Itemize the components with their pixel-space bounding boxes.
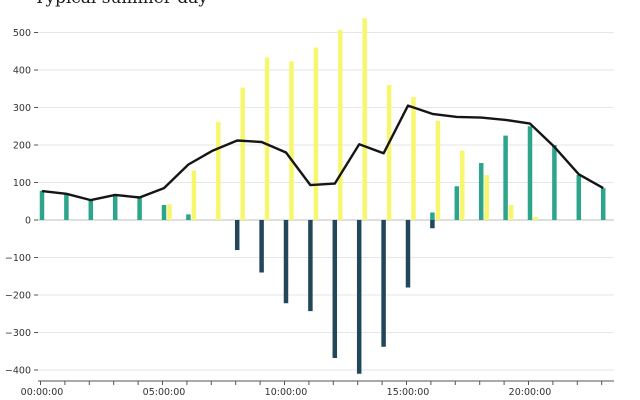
bar-series-3 — [259, 220, 264, 273]
bar-series-1 — [64, 194, 69, 220]
y-tick-label: −400 — [5, 366, 31, 377]
y-tick-label: 0 — [25, 216, 31, 227]
y-tick-label: 100 — [13, 178, 31, 189]
x-tick-label: 15:00:00 — [387, 387, 430, 398]
bar-series-1 — [600, 188, 606, 220]
bar-series-1 — [88, 199, 94, 220]
y-tick-label: −200 — [5, 291, 31, 302]
bar-series-1 — [186, 214, 191, 220]
y-tick-label: 200 — [13, 141, 31, 152]
bar-series-3 — [405, 220, 411, 288]
bar-series-2 — [460, 150, 465, 220]
bar-series-2 — [362, 18, 367, 220]
x-tick-label: 20:00:00 — [509, 387, 552, 398]
bar-series-1 — [552, 145, 557, 220]
bar-series-2 — [338, 29, 343, 220]
bar-series-3 — [283, 220, 289, 304]
bar-series-1 — [478, 163, 484, 220]
bar-series-2 — [533, 217, 538, 220]
bar-series-2 — [386, 85, 392, 220]
bar-series-2 — [191, 170, 197, 220]
y-tick-label: 500 — [13, 28, 31, 39]
bar-series-1 — [137, 196, 142, 220]
bar-series-3 — [381, 220, 386, 347]
bar-series-1 — [454, 186, 460, 220]
bar-series-3 — [356, 220, 362, 374]
bar-series-1 — [161, 205, 167, 220]
bar-series-2 — [216, 121, 221, 220]
y-tick-label: 400 — [13, 66, 31, 77]
bar-series-1 — [430, 212, 435, 220]
bar-series-2 — [435, 120, 441, 220]
y-tick-label: −300 — [5, 328, 31, 339]
bar-series-2 — [289, 61, 294, 220]
bar-series-3 — [332, 220, 338, 358]
chart-title: Typical summer day — [34, 0, 208, 8]
bar-series-1 — [39, 190, 45, 220]
bar-series-1 — [112, 195, 118, 220]
bar-series-3 — [234, 220, 240, 250]
x-tick-label: 10:00:00 — [265, 387, 308, 398]
bar-series-2 — [508, 205, 514, 220]
bar-series-1 — [503, 135, 508, 220]
bar-series-3 — [430, 220, 435, 229]
bar-series-1 — [527, 126, 533, 220]
chart-title-text: Typical summer day — [34, 0, 208, 8]
y-tick-label: −100 — [5, 253, 31, 264]
bar-series-2 — [264, 57, 270, 220]
bar-series-2 — [167, 204, 172, 220]
bar-series-3 — [308, 220, 313, 312]
x-tick-label: 00:00:00 — [21, 387, 64, 398]
bar-series-2 — [313, 47, 319, 220]
y-tick-label: 300 — [13, 103, 31, 114]
bar-series-2 — [240, 87, 245, 220]
bar-series-2 — [411, 97, 416, 220]
bar-series-2 — [484, 175, 489, 220]
line-series — [41, 104, 604, 202]
x-tick-label: 05:00:00 — [143, 387, 186, 398]
bar-series-1 — [576, 175, 582, 220]
